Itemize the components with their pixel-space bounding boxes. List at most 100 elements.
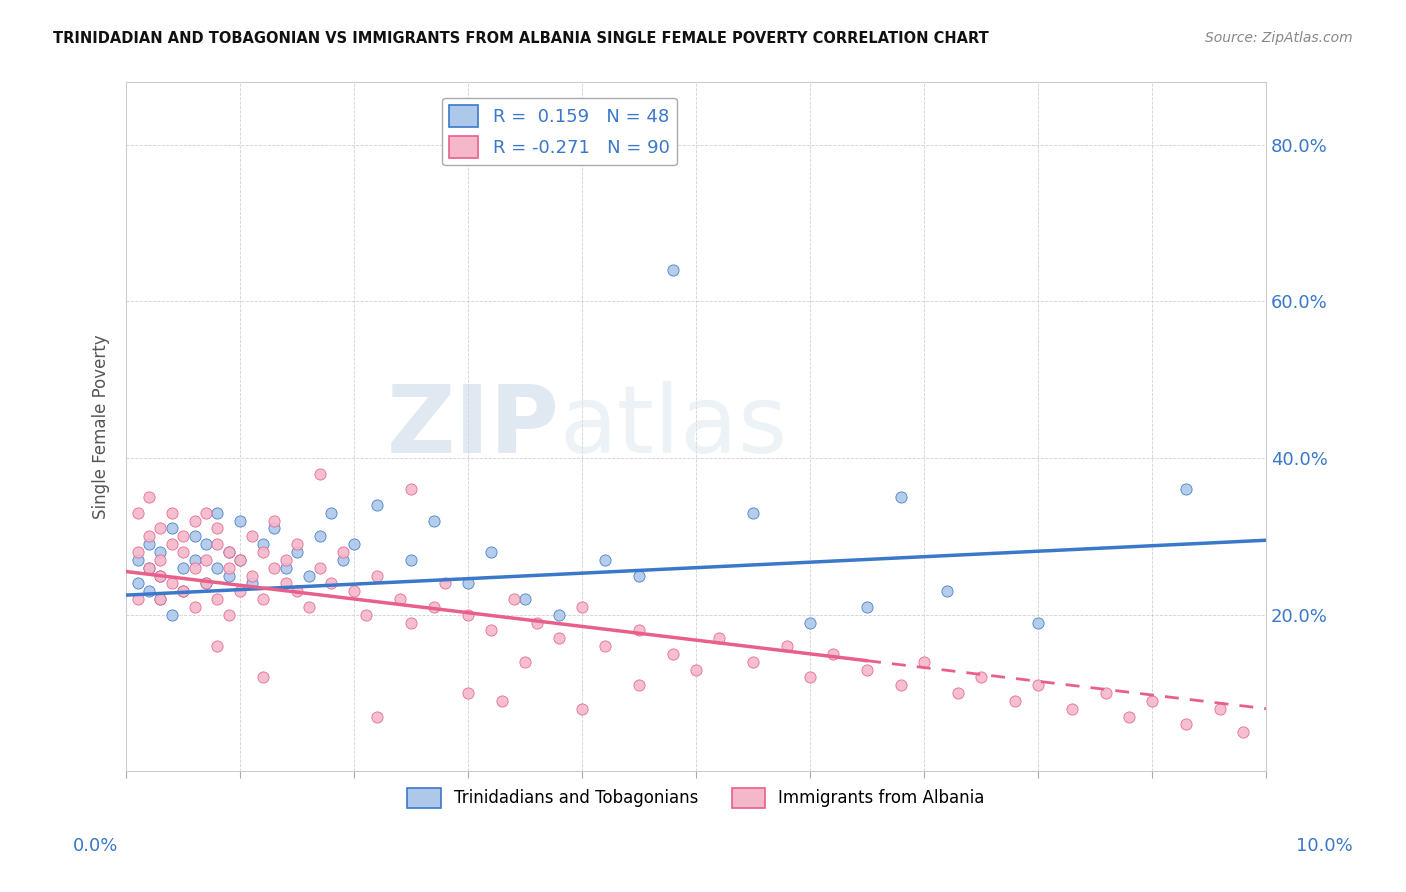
Point — [218, 545, 240, 559]
Point — [160, 576, 183, 591]
Point — [799, 615, 821, 630]
Point — [856, 663, 879, 677]
Point — [240, 568, 263, 582]
Point — [149, 568, 172, 582]
Point — [662, 263, 685, 277]
Point — [423, 599, 446, 614]
Point — [309, 560, 332, 574]
Point — [195, 506, 218, 520]
Point — [479, 624, 502, 638]
Point — [149, 592, 172, 607]
Point — [662, 647, 685, 661]
Point — [354, 607, 377, 622]
Point — [423, 514, 446, 528]
Point — [515, 592, 537, 607]
Point — [332, 545, 354, 559]
Point — [548, 607, 571, 622]
Text: ZIP: ZIP — [387, 381, 560, 473]
Point — [890, 678, 912, 692]
Point — [252, 545, 274, 559]
Text: TRINIDADIAN AND TOBAGONIAN VS IMMIGRANTS FROM ALBANIA SINGLE FEMALE POVERTY CORR: TRINIDADIAN AND TOBAGONIAN VS IMMIGRANTS… — [53, 31, 990, 46]
Point — [229, 584, 252, 599]
Point — [240, 576, 263, 591]
Point — [195, 576, 218, 591]
Point — [195, 576, 218, 591]
Point — [321, 506, 343, 520]
Point — [1209, 702, 1232, 716]
Point — [127, 592, 149, 607]
Point — [218, 545, 240, 559]
Point — [195, 537, 218, 551]
Point — [298, 568, 321, 582]
Point — [252, 670, 274, 684]
Point — [149, 568, 172, 582]
Point — [399, 553, 422, 567]
Point — [593, 553, 616, 567]
Point — [172, 529, 194, 543]
Text: 0.0%: 0.0% — [73, 837, 118, 855]
Point — [571, 599, 593, 614]
Point — [183, 553, 205, 567]
Point — [628, 678, 651, 692]
Point — [298, 599, 321, 614]
Point — [138, 490, 160, 504]
Point — [935, 584, 957, 599]
Point — [207, 639, 229, 653]
Point — [457, 607, 479, 622]
Point — [1140, 694, 1163, 708]
Point — [127, 545, 149, 559]
Point — [948, 686, 970, 700]
Point — [149, 521, 172, 535]
Point — [366, 568, 388, 582]
Point — [685, 663, 707, 677]
Point — [263, 514, 285, 528]
Point — [526, 615, 548, 630]
Point — [274, 553, 297, 567]
Point — [160, 506, 183, 520]
Point — [742, 506, 765, 520]
Point — [172, 584, 194, 599]
Point — [149, 592, 172, 607]
Point — [138, 560, 160, 574]
Point — [548, 631, 571, 645]
Point — [172, 560, 194, 574]
Point — [457, 686, 479, 700]
Point — [628, 624, 651, 638]
Point — [207, 506, 229, 520]
Point — [399, 615, 422, 630]
Point — [776, 639, 799, 653]
Point — [707, 631, 730, 645]
Point — [285, 537, 308, 551]
Point — [183, 599, 205, 614]
Point — [274, 576, 297, 591]
Point — [207, 537, 229, 551]
Point — [195, 553, 218, 567]
Point — [912, 655, 935, 669]
Point — [593, 639, 616, 653]
Point — [138, 537, 160, 551]
Point — [160, 537, 183, 551]
Point — [309, 467, 332, 481]
Point — [366, 498, 388, 512]
Point — [183, 560, 205, 574]
Point — [502, 592, 524, 607]
Point — [263, 521, 285, 535]
Point — [218, 607, 240, 622]
Point — [229, 514, 252, 528]
Text: Source: ZipAtlas.com: Source: ZipAtlas.com — [1205, 31, 1353, 45]
Point — [263, 560, 285, 574]
Point — [138, 584, 160, 599]
Point — [127, 576, 149, 591]
Point — [1118, 709, 1140, 723]
Point — [970, 670, 993, 684]
Point — [856, 599, 879, 614]
Point — [218, 560, 240, 574]
Point — [207, 521, 229, 535]
Point — [160, 521, 183, 535]
Point — [138, 529, 160, 543]
Point — [252, 592, 274, 607]
Point — [332, 553, 354, 567]
Point — [1095, 686, 1118, 700]
Point — [207, 592, 229, 607]
Point — [127, 506, 149, 520]
